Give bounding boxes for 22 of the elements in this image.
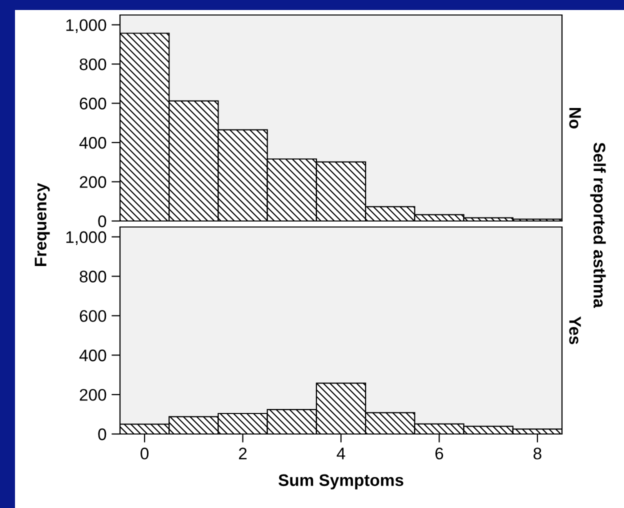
y-tick-label: 1,000 [66,19,106,33]
y-tick-label: 200 [80,388,106,401]
x-axis-title: Sum Symptoms [278,474,404,490]
y-tick-label: 800 [80,58,106,70]
y-tick-label: 1,000 [66,231,106,246]
y-tick-label: 200 [80,176,106,188]
y-tick-label: 600 [80,310,106,322]
text: Self reported asthma [590,142,606,308]
y-axis-title: Frequency [34,182,50,266]
x-tick-label: 2 [238,448,247,460]
x-tick-label: 4 [336,448,346,460]
y-tick-label: 0 [98,428,106,440]
y2-axis-title: No [569,108,581,128]
y2-axis-title: Yes [569,316,581,344]
x-tick-label: 6 [435,448,444,460]
x-tick-label: 8 [534,448,542,460]
y-tick-label: 0 [98,215,106,228]
y-tick-label: 400 [79,136,106,149]
y-tick-label: 400 [79,350,106,362]
y-tick-label: 600 [80,98,106,110]
x-tick-label: 0 [140,448,149,460]
y-tick-label: 800 [80,270,106,282]
